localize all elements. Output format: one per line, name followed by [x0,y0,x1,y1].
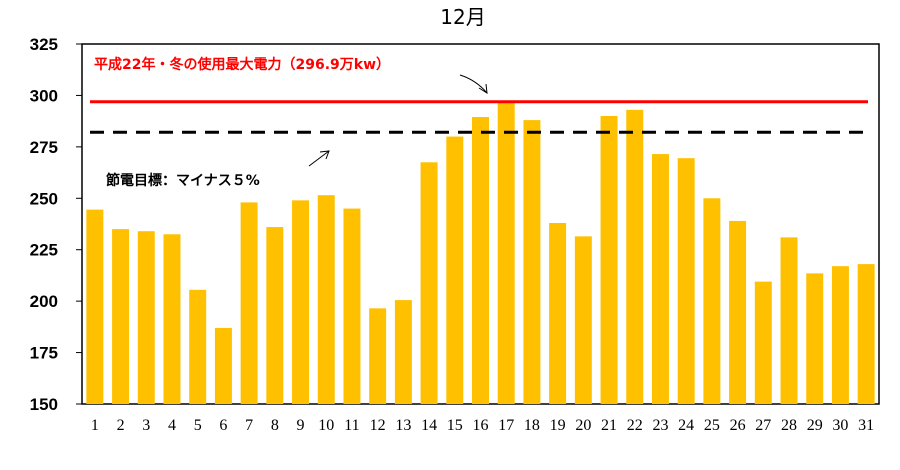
x-tick-label: 5 [194,417,202,434]
bar [317,195,335,404]
target-pointer-arrow [308,150,330,167]
bar [651,154,669,404]
x-tick-label: 4 [168,417,176,434]
x-tick-label: 26 [730,417,746,434]
x-tick-label: 20 [575,417,591,434]
bar [549,222,567,404]
bar [214,327,232,404]
y-axis: 150 175 200 225 250 275 300 325 [30,35,82,414]
bar [780,237,798,404]
bar [497,101,515,404]
bar-series [86,101,875,405]
x-tick-label: 25 [704,417,720,434]
x-tick-label: 13 [395,417,411,434]
bar [86,209,104,404]
x-tick-label: 16 [473,417,489,434]
x-tick-label: 29 [807,417,823,434]
x-tick-label: 23 [652,417,668,434]
savings-target-label: 節電目標：マイナス５% [106,172,260,189]
x-tick-label: 30 [832,417,848,434]
x-tick-label: 22 [627,417,643,434]
x-tick-label: 27 [755,417,771,434]
x-tick-label: 1 [91,417,99,434]
bar [137,231,155,404]
bar [574,236,592,404]
bar [523,120,541,404]
x-tick-label: 24 [678,417,694,434]
y-tick-label: 325 [30,35,58,54]
x-tick-label: 15 [447,417,463,434]
bar [857,264,875,404]
bar [472,117,489,405]
bar [600,116,618,404]
y-tick-label: 175 [30,344,58,363]
bar [292,200,310,404]
bar [240,202,258,404]
x-tick-label: 18 [524,417,540,434]
chart-title: 12月 [440,5,485,29]
peak-pointer-arrow [459,74,488,94]
y-tick-label: 300 [30,86,58,105]
target-pointer-arrowhead [319,150,330,160]
x-tick-label: 11 [344,417,359,434]
bar [163,234,181,404]
x-tick-label: 28 [781,417,797,434]
bar [343,208,361,404]
x-tick-label: 9 [297,417,305,434]
x-tick-label: 3 [142,417,150,434]
x-axis: 1 2 3 4 5 6 7 8 9 10 11 12 13 14 15 16 17 18 19 20 21 22 23 24 2… [91,417,874,434]
y-tick-label: 225 [30,241,58,260]
x-tick-label: 7 [245,417,253,434]
x-tick-label: 14 [421,417,437,434]
bar [189,289,207,404]
bar [394,300,412,404]
y-tick-label: 200 [30,292,58,311]
bar [626,109,644,404]
bar [420,162,438,404]
y-tick-label: 275 [30,138,58,157]
x-tick-label: 21 [601,417,617,434]
y-tick-label: 150 [30,395,58,414]
x-tick-label: 17 [498,417,514,434]
x-tick-label: 10 [318,417,334,434]
x-tick-label: 19 [550,417,566,434]
x-tick-label: 12 [370,417,386,434]
peak-usage-label: 平成22年・冬の使用最大電力（296.9万kw） [94,56,390,73]
bar [754,281,772,404]
bar [806,273,824,404]
x-tick-label: 31 [858,417,874,434]
bar [831,266,849,404]
bar [446,136,464,405]
bar [112,229,130,404]
bar [703,198,721,404]
bar [369,308,387,404]
x-tick-label: 8 [271,417,279,434]
bar [266,227,284,404]
annotations: 平成22年・冬の使用最大電力（296.9万kw） 節電目標：マイナス５% [90,56,868,189]
x-tick-label: 6 [219,417,227,434]
bar [677,158,695,404]
x-tick-label: 2 [117,417,125,434]
peak-pointer-arrowhead [478,83,488,94]
bar [729,220,747,404]
y-tick-label: 250 [30,189,58,208]
